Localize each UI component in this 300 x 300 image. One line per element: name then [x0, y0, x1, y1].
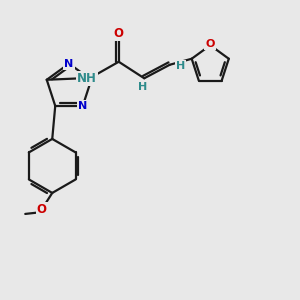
Text: O: O [37, 203, 47, 216]
Text: O: O [114, 27, 124, 40]
Text: N: N [64, 58, 74, 69]
Text: H: H [138, 82, 147, 92]
Text: O: O [206, 39, 215, 49]
Text: N: N [78, 101, 87, 111]
Text: O: O [87, 75, 96, 85]
Text: H: H [176, 61, 185, 71]
Text: NH: NH [77, 72, 97, 85]
